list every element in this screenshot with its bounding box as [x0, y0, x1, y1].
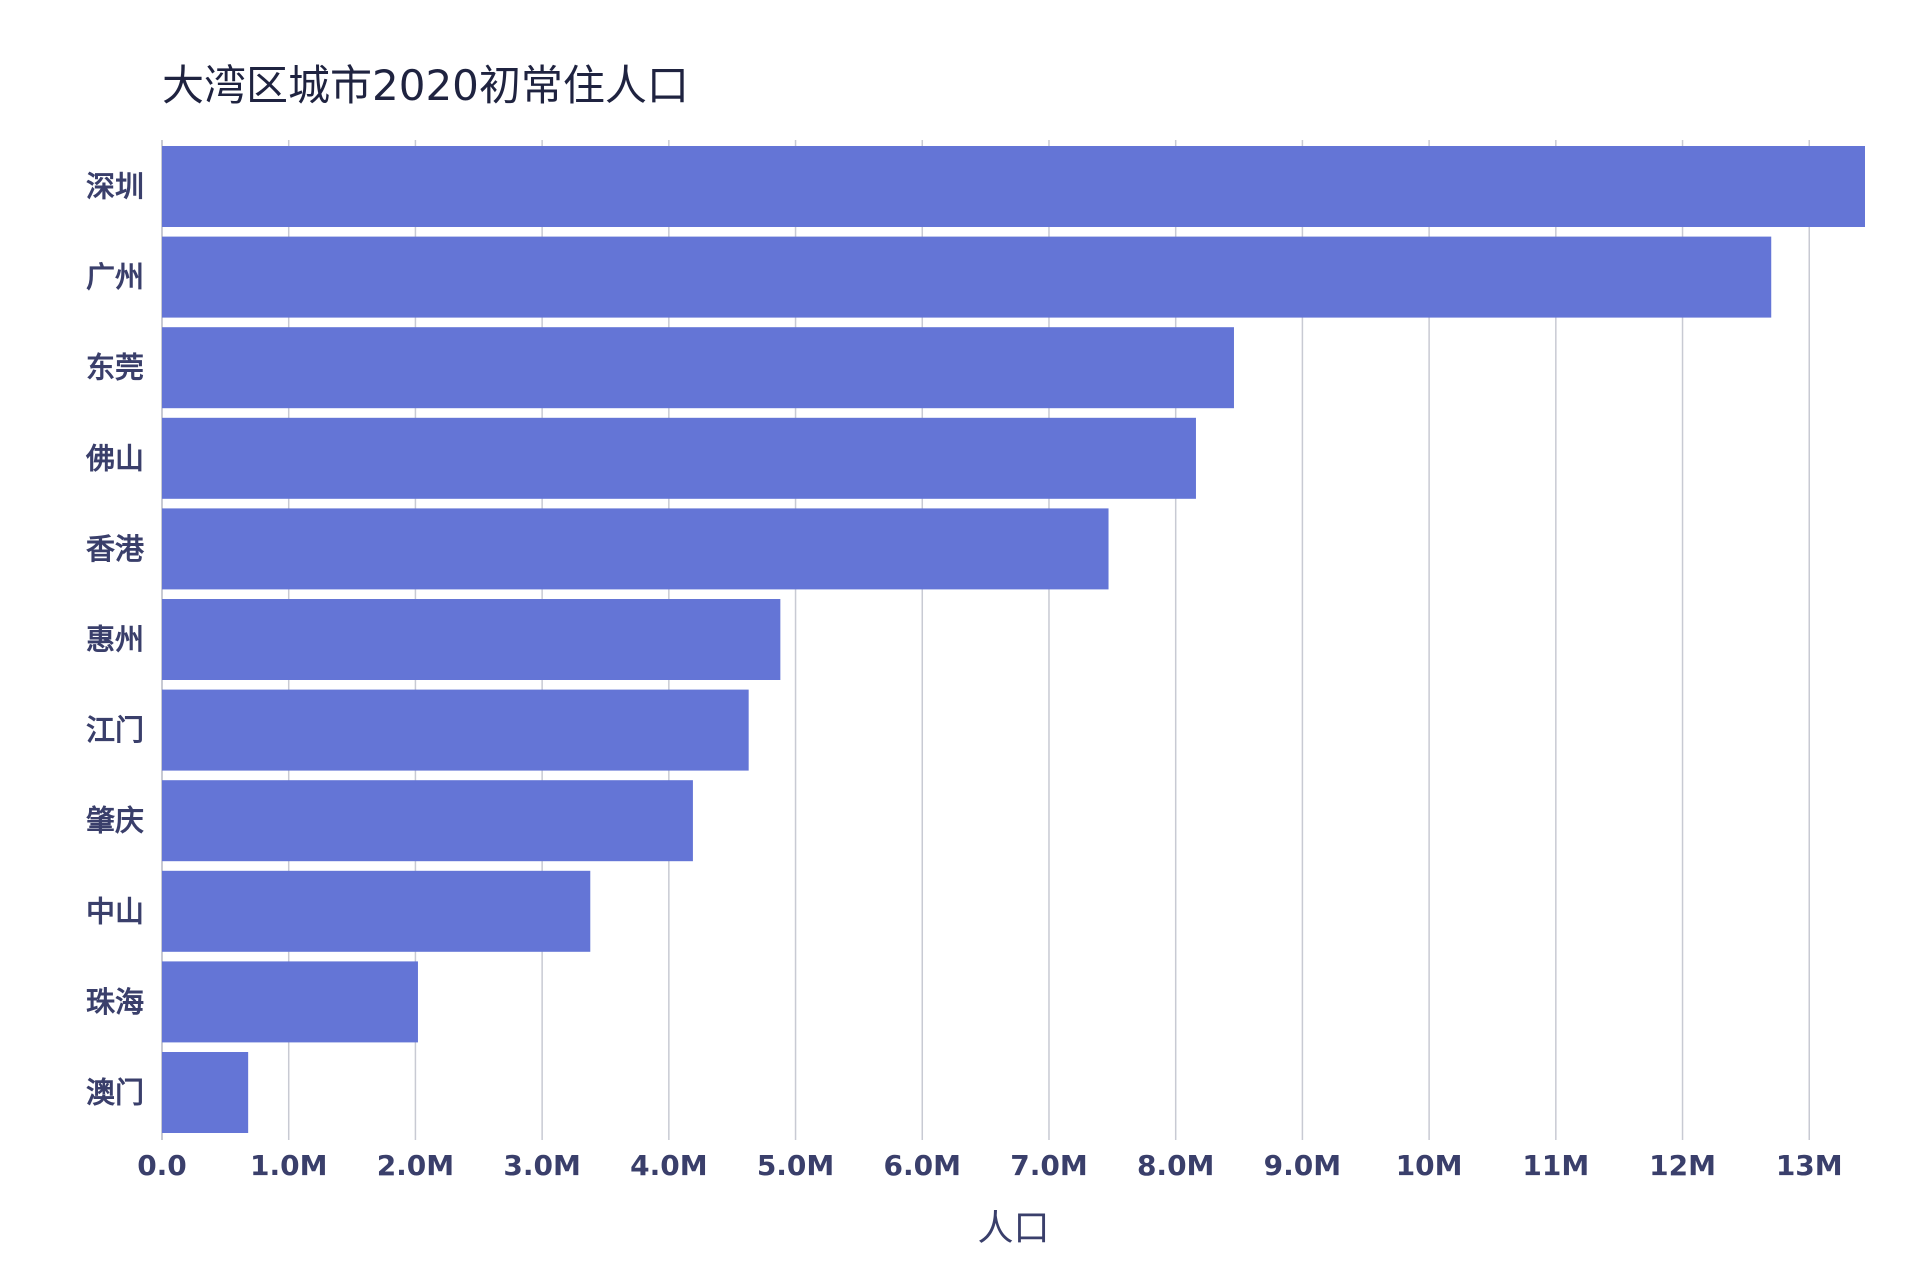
- bar[interactable]: [162, 870, 591, 952]
- x-tick-label: 6.0M: [884, 1149, 961, 1182]
- category-label: 江门: [86, 713, 144, 747]
- bar[interactable]: [162, 1052, 249, 1133]
- x-tick-label: 4.0M: [630, 1149, 707, 1182]
- bar[interactable]: [162, 508, 1109, 590]
- category-label: 佛山: [85, 441, 144, 475]
- bars: [162, 146, 1865, 1133]
- bar[interactable]: [162, 146, 1865, 227]
- x-tick-label: 3.0M: [503, 1149, 580, 1182]
- x-tick-label: 12M: [1649, 1149, 1716, 1182]
- category-label: 肇庆: [86, 804, 144, 838]
- category-label: 香港: [86, 532, 145, 566]
- bar[interactable]: [162, 327, 1234, 409]
- bar[interactable]: [162, 689, 749, 771]
- x-tick-label: 0.0: [137, 1149, 187, 1182]
- bar[interactable]: [162, 780, 693, 862]
- x-axis-title: 人口: [977, 1208, 1049, 1249]
- bar[interactable]: [162, 417, 1196, 499]
- x-tick-label: 8.0M: [1137, 1149, 1214, 1182]
- category-label: 珠海: [86, 985, 144, 1019]
- x-tick-label: 9.0M: [1264, 1149, 1341, 1182]
- x-tick-label: 13M: [1776, 1149, 1843, 1182]
- x-tick-labels: 0.0 1.0M 2.0M 3.0M 4.0M 5.0M 6.0M 7.0M 8.0M 9.0M 1…: [137, 1149, 1842, 1182]
- category-label: 深圳: [86, 170, 144, 204]
- category-label: 澳门: [86, 1076, 144, 1110]
- x-tick-label: 2.0M: [377, 1149, 454, 1182]
- chart-title: 大湾区城市2020初常住人口: [162, 61, 689, 110]
- bar[interactable]: [162, 599, 781, 680]
- x-tick-label: 7.0M: [1010, 1149, 1087, 1182]
- x-tick-label: 10M: [1396, 1149, 1463, 1182]
- bar[interactable]: [162, 961, 418, 1043]
- x-tick-label: 1.0M: [250, 1149, 327, 1182]
- category-label: 惠州: [86, 623, 144, 657]
- category-label: 东莞: [86, 351, 144, 385]
- x-tick-label: 11M: [1522, 1149, 1589, 1182]
- category-label: 广州: [86, 260, 144, 294]
- category-label: 中山: [86, 894, 144, 928]
- x-tick-label: 5.0M: [757, 1149, 834, 1182]
- bar[interactable]: [162, 236, 1772, 318]
